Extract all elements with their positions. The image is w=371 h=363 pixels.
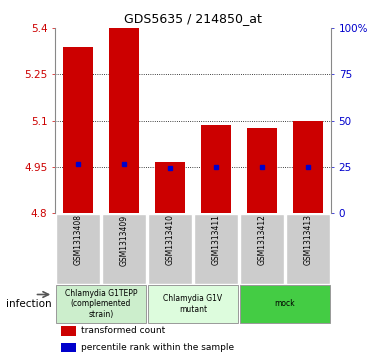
Text: infection: infection: [6, 299, 51, 309]
Text: GSM1313408: GSM1313408: [73, 215, 82, 265]
Bar: [155, 162, 185, 213]
Title: GDS5635 / 214850_at: GDS5635 / 214850_at: [124, 12, 262, 25]
FancyBboxPatch shape: [56, 214, 100, 284]
Text: GSM1313409: GSM1313409: [119, 215, 128, 266]
FancyBboxPatch shape: [148, 214, 192, 284]
Text: GSM1313411: GSM1313411: [211, 215, 220, 265]
Bar: [60, 326, 76, 335]
FancyBboxPatch shape: [102, 214, 146, 284]
FancyBboxPatch shape: [194, 214, 238, 284]
Text: GSM1313413: GSM1313413: [303, 215, 312, 265]
FancyBboxPatch shape: [56, 285, 146, 323]
FancyBboxPatch shape: [148, 285, 238, 323]
Bar: [63, 46, 93, 213]
Bar: [293, 121, 323, 213]
Text: mock: mock: [275, 299, 295, 309]
Bar: [109, 28, 139, 213]
Bar: [247, 128, 277, 213]
Text: GSM1313412: GSM1313412: [257, 215, 266, 265]
Text: transformed count: transformed count: [81, 326, 165, 335]
Text: Chlamydia G1V
mutant: Chlamydia G1V mutant: [164, 294, 223, 314]
Text: GSM1313410: GSM1313410: [165, 215, 174, 265]
Text: Chlamydia G1TEPP
(complemented
strain): Chlamydia G1TEPP (complemented strain): [65, 289, 137, 319]
FancyBboxPatch shape: [240, 285, 330, 323]
Text: percentile rank within the sample: percentile rank within the sample: [81, 343, 234, 352]
FancyBboxPatch shape: [286, 214, 330, 284]
FancyBboxPatch shape: [240, 214, 284, 284]
Bar: [201, 125, 231, 213]
Bar: [60, 343, 76, 352]
